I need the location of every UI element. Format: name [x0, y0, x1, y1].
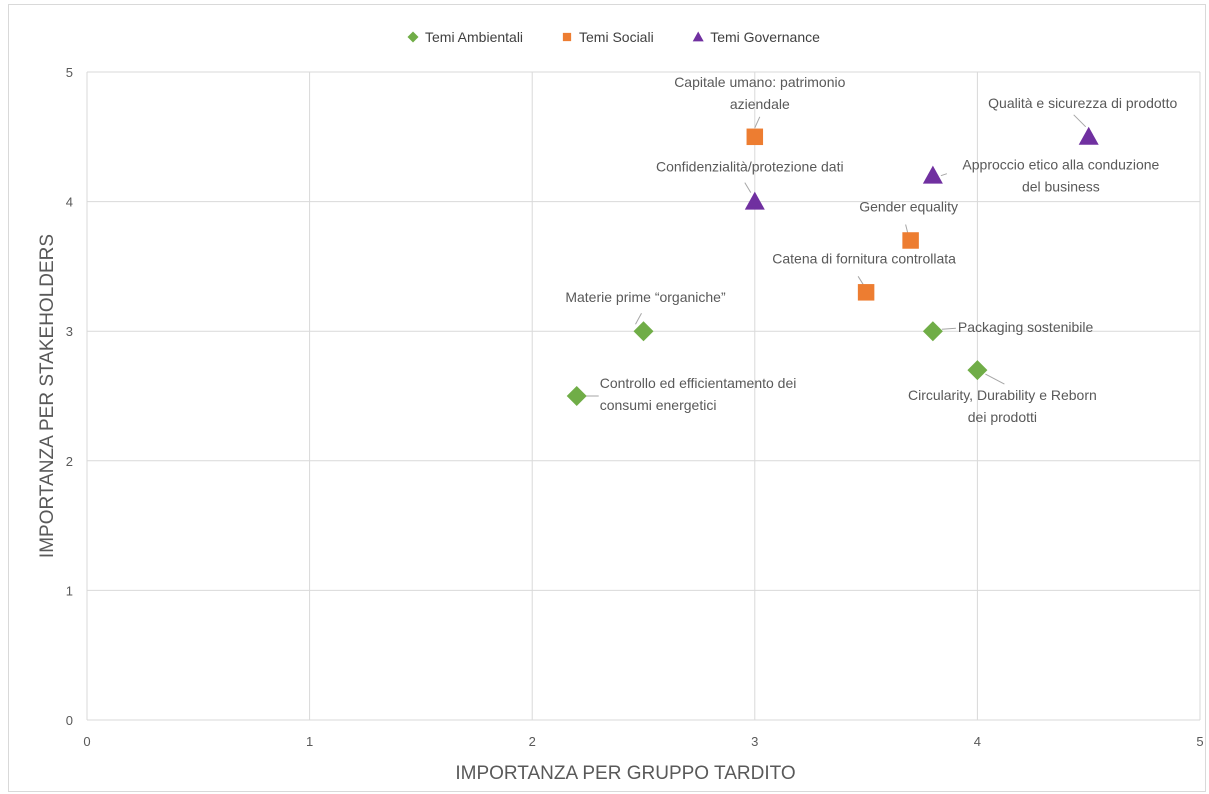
data-label: Materie prime “organiche” [565, 289, 726, 305]
leader-line [635, 312, 642, 325]
x-tick-label: 5 [1196, 734, 1203, 749]
leader-line [1073, 114, 1087, 128]
data-label: Circularity, Durability e Reborn [908, 387, 1097, 403]
legend-label: Temi Ambientali [425, 29, 523, 45]
data-label: Catena di fornitura controllata [772, 250, 956, 266]
data-point [633, 321, 654, 342]
leader-line [905, 224, 909, 233]
x-tick-label: 3 [751, 734, 758, 749]
data-point [744, 191, 765, 210]
y-tick-label: 3 [66, 324, 73, 339]
x-tick-label: 0 [83, 734, 90, 749]
data-point [902, 232, 919, 249]
leader-line [941, 327, 956, 330]
leader-line [744, 182, 752, 193]
data-label: Controllo ed efficientamento dei [600, 375, 797, 391]
data-label: Confidenzialità/protezione dati [656, 159, 844, 175]
legend-label: Temi Sociali [579, 29, 654, 45]
data-point [967, 360, 988, 381]
y-axis-title: IMPORTANZA PER STAKEHOLDERS [37, 234, 58, 558]
x-tick-label: 1 [306, 734, 313, 749]
data-point [566, 386, 587, 406]
y-tick-label: 0 [66, 713, 73, 728]
data-point [746, 128, 764, 146]
leader-line [754, 116, 761, 129]
data-label: dei prodotti [968, 409, 1037, 425]
x-axis-title: IMPORTANZA PER GRUPPO TARDITO [455, 763, 795, 784]
data-label: Qualità e sicurezza di prodotto [988, 95, 1177, 111]
data-label: aziendale [730, 96, 790, 112]
data-label: Capitale umano: patrimonio [674, 74, 845, 90]
data-label: del business [1022, 179, 1100, 195]
y-tick-label: 2 [66, 454, 73, 469]
data-label: consumi energetici [600, 397, 717, 413]
legend-marker [692, 31, 704, 42]
data-point [922, 165, 943, 184]
x-tick-label: 4 [974, 734, 981, 749]
data-point [922, 321, 943, 342]
chart-frame [8, 4, 1206, 792]
y-tick-label: 5 [66, 65, 73, 80]
leader-line [985, 373, 1005, 385]
legend-label: Temi Governance [710, 29, 820, 45]
leader-line [857, 276, 864, 285]
data-label: Packaging sostenibile [958, 319, 1094, 335]
leader-line [940, 173, 948, 177]
data-point [1078, 126, 1099, 145]
x-tick-label: 2 [529, 734, 536, 749]
y-tick-label: 1 [66, 583, 73, 598]
data-point [857, 284, 875, 301]
legend-marker [407, 31, 419, 43]
y-tick-label: 4 [66, 195, 73, 210]
legend-marker [562, 32, 572, 42]
data-label: Approccio etico alla conduzione [962, 157, 1159, 173]
data-label: Gender equality [859, 198, 958, 214]
